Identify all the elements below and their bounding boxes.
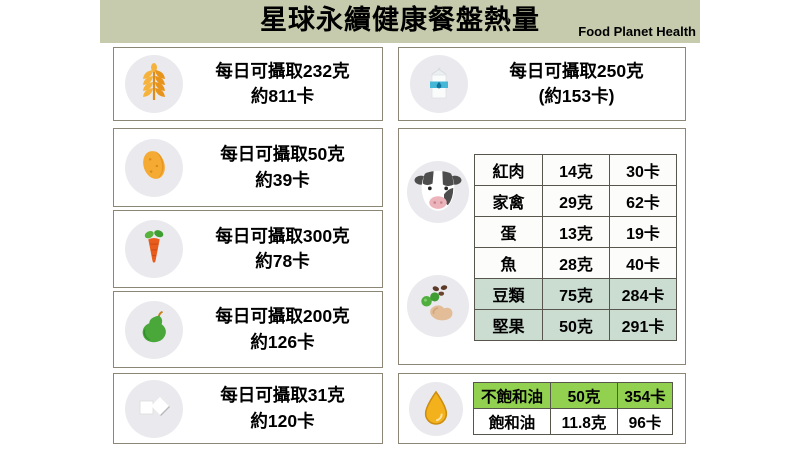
dairy-line2: (約153卡)	[538, 86, 615, 106]
pear-icon	[135, 308, 173, 351]
milk-carton-icon	[419, 62, 459, 107]
table-cell: 354卡	[617, 382, 673, 409]
tubers-icon-circle	[125, 138, 183, 197]
added-sugar-line2: 約120卡	[250, 410, 315, 431]
table-cell: 豆類	[474, 278, 543, 310]
table-cell: 29克	[542, 185, 610, 217]
added-sugar-line1: 每日可攝取31克	[220, 385, 345, 406]
added-sugar-text: 每日可攝取31克 約120卡	[183, 383, 382, 434]
oil-row-saturated: 飽和油 11.8克 96卡	[473, 408, 673, 435]
oil-table: 不飽和油 50克 354卡 飽和油 11.8克 96卡	[473, 382, 673, 435]
vegetables-card: 每日可攝取300克 約78卡	[113, 210, 383, 288]
table-cell: 284卡	[609, 278, 677, 310]
table-cell: 魚	[474, 247, 543, 279]
page-title: 星球永續健康餐盤熱量	[260, 5, 540, 35]
fruits-line2: 約126卡	[250, 331, 315, 352]
fruits-card: 每日可攝取200克 約126卡	[113, 291, 383, 368]
grains-line1: 每日可攝取232克	[215, 60, 350, 81]
table-cell: 堅果	[474, 309, 543, 341]
dairy-icon-circle	[410, 55, 468, 113]
oil-icon-circle	[409, 382, 463, 436]
table-cell: 飽和油	[473, 408, 551, 435]
oil-card: 不飽和油 50克 354卡 飽和油 11.8克 96卡	[398, 373, 686, 444]
table-cell: 14克	[542, 154, 610, 186]
slide: 星球永續健康餐盤熱量 Food Planet Health 每日可攝取232克 …	[100, 0, 700, 450]
dairy-line1: 每日可攝取250克	[509, 60, 644, 81]
table-cell: 50克	[542, 309, 610, 341]
protein-row-egg: 蛋 13克 19卡	[474, 216, 677, 248]
vegetables-line2: 約78卡	[255, 251, 310, 271]
tubers-line2: 約39卡	[255, 169, 310, 190]
table-cell: 28克	[542, 247, 610, 279]
table-cell: 30卡	[609, 154, 677, 186]
table-cell: 19卡	[609, 216, 677, 248]
sugar-cubes-icon	[134, 386, 174, 431]
vegetables-text: 每日可攝取300克 約78卡	[183, 224, 382, 275]
protein-card: 紅肉 14克 30卡 家禽 29克 62卡 蛋 13克 19卡 魚 28克	[398, 128, 686, 365]
protein-table: 紅肉 14克 30卡 家禽 29克 62卡 蛋 13克 19卡 魚 28克	[474, 154, 677, 341]
carrot-icon	[135, 228, 173, 271]
protein-row-legumes: 豆類 75克 284卡	[474, 278, 677, 310]
beans-nuts-icon	[414, 280, 462, 333]
fruits-icon-circle	[125, 300, 183, 359]
added-sugar-card: 每日可攝取31克 約120卡	[113, 373, 383, 444]
protein-cow-circle	[407, 161, 469, 223]
tubers-text: 每日可攝取50克 約39卡	[183, 142, 382, 193]
protein-row-red-meat: 紅肉 14克 30卡	[474, 154, 677, 186]
table-cell: 紅肉	[474, 154, 543, 186]
table-cell: 11.8克	[550, 408, 618, 435]
grains-icon-circle	[125, 55, 183, 113]
tubers-card: 每日可攝取50克 約39卡	[113, 128, 383, 207]
protein-row-nuts: 堅果 50克 291卡	[474, 309, 677, 341]
table-cell: 96卡	[617, 408, 673, 435]
wheat-icon	[136, 62, 172, 107]
protein-row-fish: 魚 28克 40卡	[474, 247, 677, 279]
grains-line2: 約811卡	[250, 86, 315, 106]
table-cell: 13克	[542, 216, 610, 248]
header-band: 星球永續健康餐盤熱量 Food Planet Health	[100, 0, 700, 43]
vegetables-icon-circle	[125, 220, 183, 278]
table-cell: 蛋	[474, 216, 543, 248]
protein-row-poultry: 家禽 29克 62卡	[474, 185, 677, 217]
dairy-card: 每日可攝取250克 (約153卡)	[398, 47, 686, 121]
table-cell: 家禽	[474, 185, 543, 217]
table-cell: 62卡	[609, 185, 677, 217]
fruits-line1: 每日可攝取200克	[215, 306, 350, 327]
table-cell: 75克	[542, 278, 610, 310]
tubers-line1: 每日可攝取50克	[220, 144, 345, 165]
fruits-text: 每日可攝取200克 約126卡	[183, 304, 382, 355]
table-cell: 40卡	[609, 247, 677, 279]
vegetables-line1: 每日可攝取300克	[215, 225, 350, 246]
protein-beans-circle	[407, 275, 469, 337]
grains-text: 每日可攝取232克 約811卡	[183, 59, 382, 110]
table-cell: 291卡	[609, 309, 677, 341]
table-cell: 不飽和油	[473, 382, 551, 409]
potato-icon	[135, 146, 173, 189]
oil-row-unsaturated: 不飽和油 50克 354卡	[473, 382, 673, 409]
grains-card: 每日可攝取232克 約811卡	[113, 47, 383, 121]
oil-drop-icon	[419, 388, 453, 431]
dairy-text: 每日可攝取250克 (約153卡)	[468, 59, 685, 110]
page-subtitle: Food Planet Health	[578, 24, 696, 39]
cow-icon	[414, 166, 462, 219]
table-cell: 50克	[550, 382, 618, 409]
added-sugar-icon-circle	[125, 379, 183, 438]
